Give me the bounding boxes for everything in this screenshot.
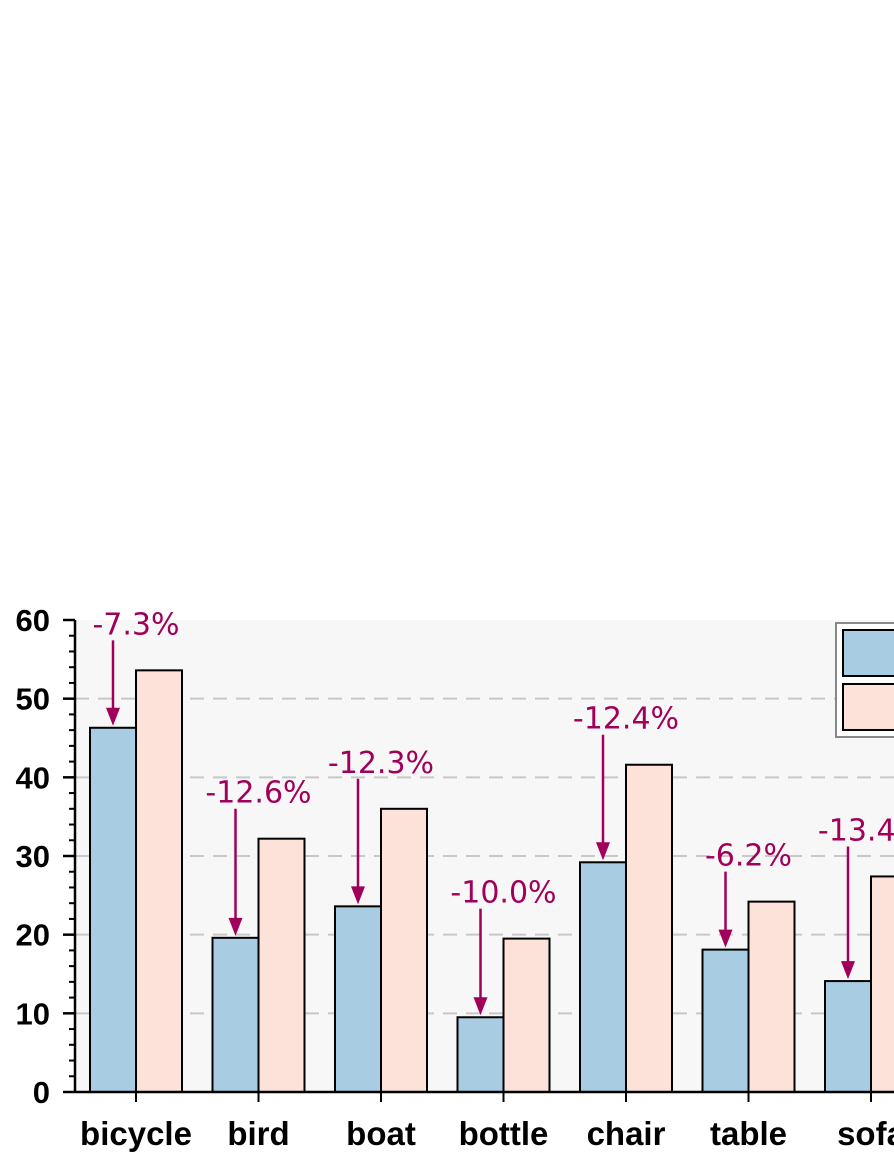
- annotation-label: -6.2%: [705, 839, 792, 874]
- annotation-arrow-head: [351, 886, 365, 905]
- annotation-label: -12.3%: [328, 746, 434, 781]
- y-tick-label: 60: [16, 603, 50, 638]
- bar-bicycle-series-2: [135, 669, 183, 1093]
- x-tick-label: boat: [346, 1115, 416, 1152]
- x-tick-label: bicycle: [80, 1115, 192, 1152]
- annotation-label: -12.4%: [573, 702, 679, 737]
- y-tick-label: 20: [16, 918, 50, 953]
- bar-bird-series-2: [257, 837, 306, 1094]
- y-tick-label: 10: [16, 996, 50, 1031]
- bar-bottle-series-1: [456, 1016, 505, 1093]
- y-tick-label: 30: [16, 839, 50, 874]
- x-tick-label: sofa: [837, 1115, 894, 1152]
- y-tick-label: 50: [16, 682, 50, 717]
- x-tick-label: bird: [227, 1115, 289, 1152]
- axes: 0 10 20 30 40 50 60 bicycle bird boat bottle chair t…: [16, 603, 894, 1152]
- x-tick-label: bottle: [459, 1115, 549, 1152]
- annotation-arrow-head: [228, 917, 243, 936]
- bar-chair-series-1: [579, 861, 627, 1093]
- y-tick-label: 0: [33, 1075, 50, 1110]
- bar-boat-series-2: [380, 807, 428, 1093]
- bar-bottle-series-2: [502, 937, 551, 1093]
- annotations: -7.3% -12.6% -12.3% -10.0% -12.4% -6.2% -13.4%: [92, 607, 894, 1016]
- annotation-label: -7.3%: [92, 607, 179, 642]
- annotation-label: -12.6%: [205, 776, 311, 811]
- bar-table-series-2: [747, 900, 796, 1093]
- bar-sofa-series-2: [870, 875, 894, 1093]
- annotation-label: -13.4%: [818, 813, 894, 848]
- legend-swatch-series-2: [842, 683, 894, 731]
- annotation-arrow-head: [106, 707, 120, 726]
- annotation-label: -10.0%: [450, 876, 556, 911]
- bar-table-series-1: [701, 948, 750, 1094]
- x-tick-label: table: [710, 1115, 787, 1152]
- annotation-arrow-head: [596, 842, 610, 861]
- bar-sofa-series-1: [824, 980, 872, 1094]
- x-tick-label: chair: [587, 1115, 666, 1152]
- legend-swatch-series-1: [842, 629, 894, 677]
- bar-bird-series-1: [211, 936, 260, 1094]
- annotation-arrow-head: [473, 997, 488, 1016]
- bar-bicycle-series-1: [89, 726, 137, 1093]
- y-tick-label: 40: [16, 760, 50, 795]
- bar-boat-series-1: [334, 905, 382, 1094]
- annotation-arrow-head: [718, 929, 733, 948]
- bar-chair-series-2: [625, 763, 673, 1093]
- annotation-arrow-head: [841, 961, 855, 980]
- bars: [89, 669, 894, 1094]
- legend: [835, 622, 894, 738]
